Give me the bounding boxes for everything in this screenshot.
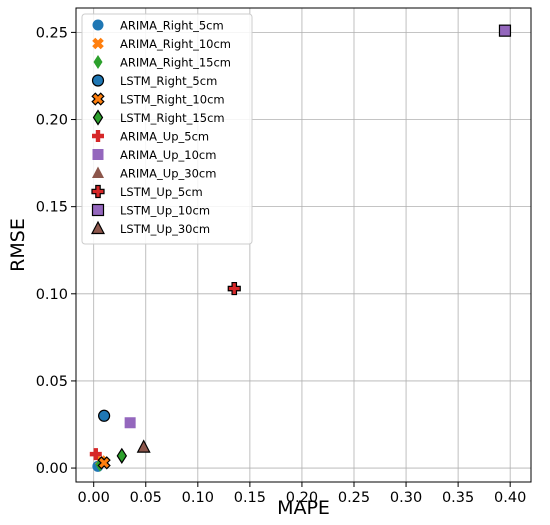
x-tick-label: 0.25 (338, 490, 370, 506)
legend-marker (92, 109, 104, 126)
legend-label: ARIMA_Right_5cm (120, 19, 224, 33)
legend-marker (91, 203, 105, 217)
legend-marker (91, 220, 105, 235)
x-tick-label: 0.40 (494, 490, 526, 506)
legend-label: ARIMA_Up_30cm (120, 167, 216, 181)
y-tick-label: 0.25 (36, 25, 68, 41)
grid-lines (76, 8, 531, 482)
y-tick-label: 0.05 (36, 374, 68, 390)
data-point (136, 439, 151, 453)
x-tick-label: 0.35 (442, 490, 474, 506)
legend-marker (93, 55, 103, 69)
plot-frame (75, 7, 532, 483)
x-tick-label: 0.30 (390, 490, 422, 506)
y-axis-ticks: 0.00 0.05 0.10 0.15 0.20 0.25 (36, 25, 76, 477)
legend-label: ARIMA_Up_10cm (120, 148, 216, 162)
data-point (98, 409, 111, 422)
x-tick-label: 0.00 (78, 490, 110, 506)
data-point (498, 24, 512, 37)
y-tick-label: 0.15 (36, 200, 68, 216)
data-points (89, 24, 512, 472)
x-tick-label: 0.05 (130, 490, 162, 506)
legend-box (81, 13, 253, 245)
data-point (116, 447, 128, 464)
x-axis-label: MAPE (277, 497, 330, 519)
legend-label: LSTM_Right_10cm (120, 93, 225, 107)
x-tick-label: 0.20 (286, 490, 318, 506)
legend-label: ARIMA_Right_10cm (120, 37, 231, 51)
legend-label: ARIMA_Up_5cm (120, 130, 209, 144)
legend-label: LSTM_Right_5cm (120, 74, 217, 88)
legend-label: ARIMA_Right_15cm (120, 56, 231, 70)
legend-marker (92, 130, 104, 142)
data-point (227, 281, 241, 296)
x-tick-label: 0.10 (182, 490, 214, 506)
legend-marker (91, 92, 105, 106)
legend-marker (92, 149, 104, 160)
y-tick-label: 0.20 (36, 113, 68, 129)
x-tick-label: 0.15 (234, 490, 266, 506)
y-tick-label: 0.00 (36, 461, 68, 477)
x-axis-ticks: 0.00 0.05 0.10 0.15 0.20 0.25 0.30 0.35 0.40 (78, 482, 526, 506)
legend-marker (91, 74, 105, 87)
legend-marker (91, 184, 105, 199)
data-point (89, 448, 102, 461)
legend-marker (92, 37, 104, 50)
legend-label: LSTM_Up_10cm (120, 204, 210, 218)
y-tick-label: 0.10 (36, 287, 68, 303)
legend-marker (92, 19, 104, 31)
legend-label: LSTM_Up_5cm (120, 185, 203, 199)
data-point (124, 417, 136, 429)
legend-label: LSTM_Right_15cm (120, 111, 225, 125)
legend-label: LSTM_Up_30cm (120, 222, 210, 236)
y-axis-label: RMSE (7, 218, 29, 272)
legend: ARIMA_Right_5cm ARIMA_Right_10cm ARIMA_Rig… (81, 13, 253, 245)
legend-marker (92, 166, 104, 178)
data-point (97, 456, 111, 470)
